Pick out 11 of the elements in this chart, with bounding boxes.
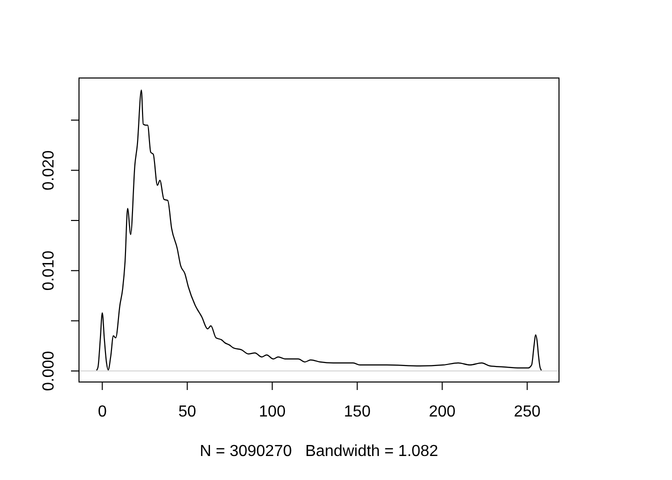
x-tick-label: 50 — [178, 404, 196, 420]
x-tick-label: 250 — [514, 404, 541, 420]
x-tick-label: 150 — [344, 404, 371, 420]
y-tick-label: 0.010 — [40, 250, 58, 291]
y-tick-label: 0.020 — [40, 150, 58, 190]
y-tick-label: 0.000 — [40, 350, 58, 391]
x-tick-label: 100 — [258, 404, 286, 420]
x-axis-title: N = 3090270 Bandwidth = 1.082 — [200, 442, 438, 460]
x-tick-label: 0 — [98, 404, 107, 420]
line-series — [96, 89, 542, 371]
x-tick-label: 200 — [428, 404, 456, 420]
